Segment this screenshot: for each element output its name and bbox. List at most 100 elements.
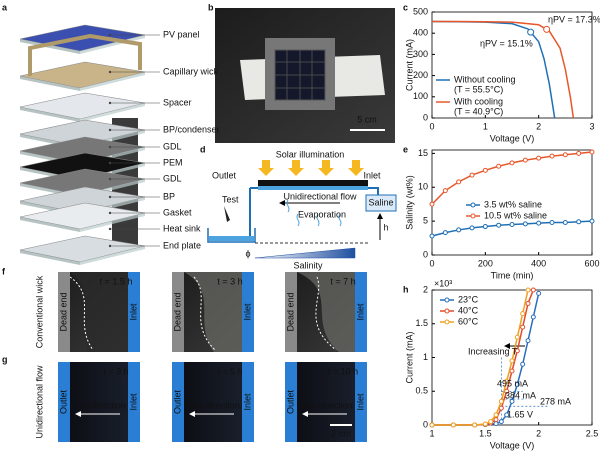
x-tick-label: 3 xyxy=(589,121,594,131)
data-point xyxy=(549,219,555,225)
cell-grid xyxy=(275,50,325,100)
data-point xyxy=(509,368,515,374)
annotation: ηPV = 15.1% xyxy=(480,38,533,48)
data-point xyxy=(576,150,582,156)
data-point xyxy=(522,221,528,227)
salt-region xyxy=(70,272,128,352)
x-tick-label: 1 xyxy=(483,121,488,131)
panel-label: c xyxy=(403,2,408,12)
data-point xyxy=(456,179,462,185)
data-point xyxy=(482,421,488,427)
side-label: Outlet xyxy=(58,389,68,414)
layer-label: Capillary wick xyxy=(163,66,219,76)
data-point xyxy=(530,287,536,293)
data-point xyxy=(509,398,515,404)
y-tick-label: 200 xyxy=(413,70,428,80)
y-tick-label: 1.5 xyxy=(415,318,428,328)
panel-label: d xyxy=(200,144,206,154)
y-tick-label: 0.5 xyxy=(415,386,428,396)
panel-label: e xyxy=(403,144,408,154)
boundary xyxy=(69,276,94,351)
data-point xyxy=(450,422,456,428)
data-point xyxy=(514,334,520,340)
time-label: t = 7 h xyxy=(330,276,355,286)
panel-label: a xyxy=(2,2,8,12)
inlet-bar xyxy=(242,362,254,442)
data-point xyxy=(525,287,531,293)
layer-label: BP xyxy=(163,191,175,201)
layer-edge xyxy=(80,246,145,265)
data-point xyxy=(525,338,531,344)
data-point xyxy=(520,361,526,367)
data-point xyxy=(429,201,435,207)
layer-label: Heat sink xyxy=(163,223,201,233)
schematic-label: Saline xyxy=(368,197,393,207)
y-tick-label: 300 xyxy=(413,49,428,59)
y-axis-label: Current (mA) xyxy=(404,331,414,383)
outlet-bar xyxy=(58,362,70,442)
side-label: Inlet xyxy=(242,303,252,321)
x-tick-label: 400 xyxy=(531,258,546,268)
inlet-bar xyxy=(128,362,140,442)
schematic-label: Evaporation xyxy=(298,209,346,219)
data-point xyxy=(530,314,536,320)
time-label: t = 3 h xyxy=(217,276,242,286)
data-point xyxy=(442,230,448,236)
side-label: Dead end xyxy=(285,292,295,331)
legend-label: 40°C xyxy=(458,305,479,315)
side-label: Outlet xyxy=(285,389,295,414)
time-label: t = 1.5 h xyxy=(100,276,133,286)
data-point xyxy=(589,149,595,155)
schematic-label: Outlet xyxy=(212,170,237,180)
layer-label: End plate xyxy=(163,240,201,250)
y-axis-label: Salinity (wt%) xyxy=(404,175,414,230)
data-point xyxy=(429,422,435,428)
data-point xyxy=(520,311,526,317)
data-point xyxy=(514,382,520,387)
annotation: 495 mA xyxy=(497,378,528,388)
data-point xyxy=(504,412,510,418)
leader-dot xyxy=(108,211,112,215)
schematic-label: Test xyxy=(222,194,239,204)
y-tick-label: 0 xyxy=(423,249,428,259)
legend-label: 60°C xyxy=(458,316,479,326)
legend-label: 3.5 wt% saline xyxy=(484,199,542,209)
legend-label: 10.5 wt% saline xyxy=(484,210,547,220)
flow-label: Flow direction xyxy=(70,400,126,410)
salt-region xyxy=(297,272,355,352)
legend-marker xyxy=(444,297,450,303)
y-tick-label: 10 xyxy=(418,182,428,192)
legend-label: With cooling xyxy=(454,96,503,106)
layer-edge xyxy=(20,250,80,265)
data-point xyxy=(589,218,595,224)
data-point xyxy=(509,222,515,228)
dead-end-bar xyxy=(58,272,70,352)
data-point xyxy=(576,219,582,225)
plot-frame xyxy=(431,11,593,119)
time-label: t = 5 h xyxy=(217,366,242,376)
layer-edge xyxy=(80,213,145,232)
side-label: Dead end xyxy=(172,292,182,331)
series-line xyxy=(432,289,529,426)
schematic-label: ϕ xyxy=(245,248,250,258)
side-label: Inlet xyxy=(242,393,252,411)
legend-marker xyxy=(444,308,450,314)
wick-image xyxy=(172,362,254,442)
schematic-label: Salinity xyxy=(293,260,323,270)
y-tick-label: 0 xyxy=(423,419,428,429)
data-point xyxy=(549,153,555,159)
layer-edge xyxy=(80,35,145,54)
layer-edge xyxy=(20,107,80,122)
x-tick-label: 1 xyxy=(429,428,434,438)
y-tick-label: 5 xyxy=(423,216,428,226)
panel-label: b xyxy=(208,2,214,12)
layer-label: GDL xyxy=(163,173,182,183)
y-tick-label: 100 xyxy=(413,91,428,101)
layer-label: Spacer xyxy=(163,97,192,107)
x-tick-label: 1.5 xyxy=(479,428,492,438)
legend-marker xyxy=(470,202,476,208)
x-tick-label: 200 xyxy=(478,258,493,268)
x-axis-label: Voltage (V) xyxy=(490,440,535,450)
schematic-label: Inlet xyxy=(363,170,381,180)
data-point xyxy=(509,160,515,166)
